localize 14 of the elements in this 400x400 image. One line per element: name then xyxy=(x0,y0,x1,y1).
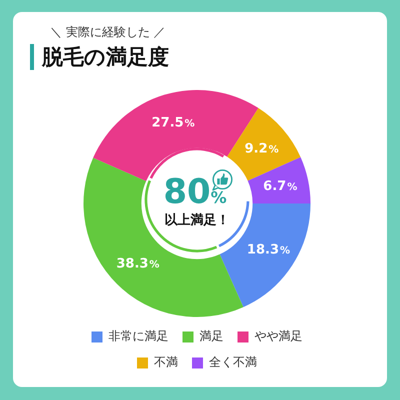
chart-title: 脱毛の満足度 xyxy=(42,44,169,71)
data-label: 38.3% xyxy=(116,256,160,272)
chart-subtitle: ＼ 実際に経験した ／ xyxy=(50,24,166,40)
legend-label: 満足 xyxy=(200,329,224,344)
data-label: 27.5% xyxy=(152,116,195,131)
legend-label: 不満 xyxy=(154,355,178,370)
legend-label: やや満足 xyxy=(254,329,302,344)
data-label: 6.7% xyxy=(263,178,298,194)
data-label: 9.2% xyxy=(244,141,279,156)
text: 以上満足！ xyxy=(164,212,230,230)
data-label: 18.3% xyxy=(246,242,290,258)
legend-label: 全く不満 xyxy=(209,355,257,370)
legend-label: 非常に満足 xyxy=(108,329,168,344)
text: 80% xyxy=(163,172,227,212)
